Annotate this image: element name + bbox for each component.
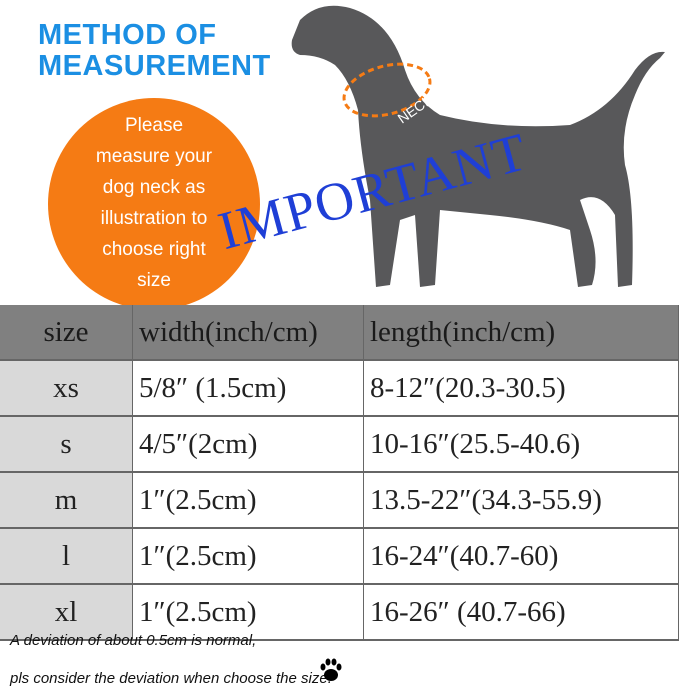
table-row: xs 5/8″ (1.5cm) 8-12″(20.3-30.5) bbox=[0, 360, 679, 417]
cell-width: 1″(2.5cm) bbox=[132, 472, 364, 529]
cell-length: 16-26″ (40.7-66) bbox=[363, 584, 679, 641]
cell-width: 1″(2.5cm) bbox=[132, 528, 364, 585]
cell-length: 16-24″(40.7-60) bbox=[363, 528, 679, 585]
header-width: width(inch/cm) bbox=[132, 305, 364, 361]
title-line-2: MEASUREMENT bbox=[38, 50, 271, 82]
cell-length: 8-12″(20.3-30.5) bbox=[363, 360, 679, 417]
header-size: size bbox=[0, 305, 133, 361]
paw-icon bbox=[320, 658, 342, 681]
header-length: length(inch/cm) bbox=[363, 305, 679, 361]
dog-illustration: NECK bbox=[291, 5, 665, 287]
table-row: xl 1″(2.5cm) 16-26″ (40.7-66) bbox=[0, 584, 679, 641]
cell-length: 13.5-22″(34.3-55.9) bbox=[363, 472, 679, 529]
instruction-line: dog neck as bbox=[102, 177, 206, 198]
instruction-line: size bbox=[137, 270, 171, 291]
instruction-circle: Please measure your dog neck as illustra… bbox=[48, 98, 260, 310]
table-row: l 1″(2.5cm) 16-24″(40.7-60) bbox=[0, 528, 679, 585]
instruction-line: Please bbox=[124, 115, 184, 136]
cell-size: l bbox=[0, 528, 133, 585]
cell-size: m bbox=[0, 472, 133, 529]
title-line-1: METHOD OF bbox=[38, 19, 217, 51]
instruction-line: illustration to bbox=[100, 208, 208, 229]
table-row: m 1″(2.5cm) 13.5-22″(34.3-55.9) bbox=[0, 472, 679, 529]
table-header-row: size width(inch/cm) length(inch/cm) bbox=[0, 305, 679, 361]
cell-width: 1″(2.5cm) bbox=[132, 584, 364, 641]
cell-size: xs bbox=[0, 360, 133, 417]
instruction-line: choose right bbox=[102, 239, 206, 260]
page-title: METHOD OF MEASUREMENT bbox=[38, 20, 271, 82]
cell-size: s bbox=[0, 416, 133, 473]
cell-width: 4/5″(2cm) bbox=[132, 416, 364, 473]
size-table: size width(inch/cm) length(inch/cm) xs 5… bbox=[0, 305, 679, 641]
cell-size: xl bbox=[0, 584, 133, 641]
table-row: s 4/5″(2cm) 10-16″(25.5-40.6) bbox=[0, 416, 679, 473]
cell-length: 10-16″(25.5-40.6) bbox=[363, 416, 679, 473]
note-consider: pls consider the deviation when choose t… bbox=[10, 670, 332, 687]
note-deviation: A deviation of about 0.5cm is normal, bbox=[10, 632, 257, 649]
cell-width: 5/8″ (1.5cm) bbox=[132, 360, 364, 417]
instruction-line: measure your bbox=[95, 146, 213, 167]
